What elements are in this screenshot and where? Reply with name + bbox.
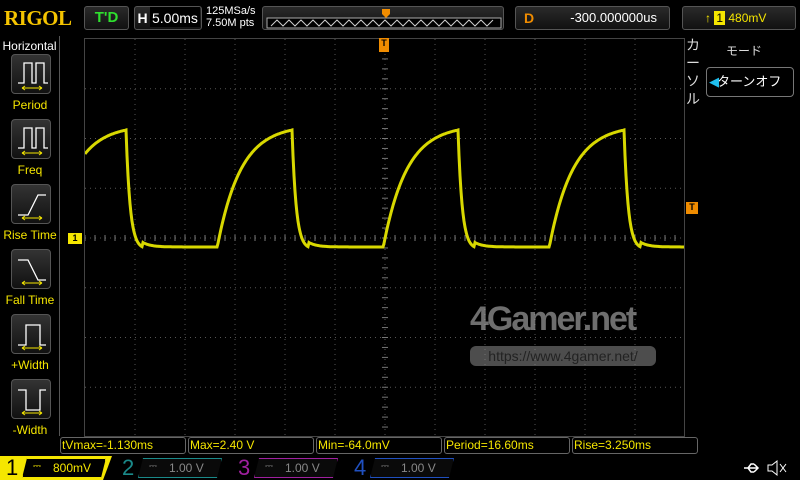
trigger-level-box[interactable]: ↑ 1 480mV: [682, 6, 796, 30]
coupling-dc-icon: ⎓: [149, 461, 157, 472]
measure--width-button[interactable]: [11, 314, 51, 354]
mute-icon: [767, 459, 778, 477]
channel-bar: 1 ⎓ 800mV 2 ⎓ 1.00 V 3 ⎓ 1.00 V 4 ⎓ 1.00 V: [0, 456, 800, 480]
timebase-value: 5.00ms: [150, 7, 200, 27]
channel-number: 4: [354, 455, 367, 480]
sidebar-title: Horizontal: [2, 39, 57, 53]
channel-number: 3: [238, 455, 251, 480]
trigger-edge-icon: ↑: [705, 11, 711, 25]
channel-scale: 800mV: [53, 461, 92, 475]
sidebar-item-label: Fall Time: [5, 293, 55, 307]
rise-time-icon: [18, 194, 46, 221]
freq-icon: [18, 127, 48, 156]
measurement-item[interactable]: Max=2.40 V: [188, 437, 314, 454]
measurement-item[interactable]: tVmax=-1.130ms: [60, 437, 186, 454]
memory-depth: 7.50M pts: [206, 17, 255, 29]
coupling-dc-icon: ⎓: [265, 461, 273, 472]
channel-number: 2: [122, 455, 135, 480]
watermark-logo: 4Gamer.net: [470, 300, 637, 338]
trigger-status[interactable]: T'D: [84, 6, 129, 30]
cursor-menu: カーソル モード ◀ ターンオフ: [686, 36, 800, 156]
measurement-item[interactable]: Min=-64.0mV: [316, 437, 442, 454]
timebase-box[interactable]: H 5.00ms: [134, 6, 202, 30]
rigol-logo: RIGOL: [4, 6, 72, 30]
watermark-url: https://www.4gamer.net/: [470, 346, 656, 366]
channel-1-button[interactable]: 1 ⎓ 800mV: [0, 456, 112, 480]
measurement-item[interactable]: Period=16.60ms: [444, 437, 570, 454]
measurement-bar: tVmax=-1.130ms Max=2.40 V Min=-64.0mV Perio…: [60, 437, 700, 454]
trigger-level-marker[interactable]: T: [686, 202, 698, 214]
channel-scale: 1.00 V: [285, 461, 320, 475]
negative-width-icon: [18, 389, 46, 416]
sidebar-item-label: Rise Time: [3, 228, 57, 242]
delay-box[interactable]: D -300.000000us: [515, 6, 670, 30]
horizontal-label: H: [137, 10, 148, 26]
sidebar-item-label: Period: [12, 98, 48, 112]
coupling-dc-icon: ⎓: [33, 461, 41, 472]
channel-scale: 1.00 V: [169, 461, 204, 475]
navigator-wave: [266, 9, 502, 29]
usb-icon: [744, 459, 787, 477]
measurement-item[interactable]: Rise=3.250ms: [572, 437, 698, 454]
cursor-menu-title: カーソル: [686, 37, 700, 107]
positive-width-icon: [18, 324, 46, 351]
measure-freq-button[interactable]: [11, 119, 51, 159]
waveform-navigator[interactable]: [262, 6, 504, 30]
coupling-dc-icon: ⎓: [381, 461, 389, 472]
measure-period-button[interactable]: [11, 54, 51, 94]
sidebar-item-label: -Width: [12, 423, 48, 437]
waveform-display[interactable]: [84, 38, 685, 437]
trigger-position-label: T: [379, 38, 389, 52]
channel1-trace: [85, 128, 684, 249]
channel-4-button[interactable]: 4 ⎓ 1.00 V: [348, 456, 460, 480]
measure--width-button[interactable]: [11, 379, 51, 419]
horizontal-measure-sidebar: Horizontal Period Freq Rise Time Fall Time +…: [0, 36, 60, 437]
channel1-ground-marker[interactable]: 1: [68, 233, 82, 244]
fall-time-icon: [18, 259, 46, 286]
channel-scale: 1.00 V: [401, 461, 436, 475]
trigger-level: 480mV: [728, 11, 767, 25]
measure-rise-time-button[interactable]: [11, 184, 51, 224]
channel-number: 1: [6, 455, 19, 480]
period-icon: [18, 62, 48, 91]
sidebar-item-label: Freq: [17, 163, 43, 177]
sample-rate: 125MSa/s: [206, 5, 256, 17]
measure-fall-time-button[interactable]: [11, 249, 51, 289]
mode-label: モード: [726, 44, 763, 58]
select-arrow-icon: ◀: [709, 74, 719, 89]
acquisition-info: 125MSa/s 7.50M pts: [206, 5, 256, 29]
delay-label: D: [524, 10, 535, 26]
mode-value: ターンオフ: [717, 74, 782, 89]
sidebar-item-label: +Width: [11, 358, 49, 372]
channel-3-button[interactable]: 3 ⎓ 1.00 V: [232, 456, 344, 480]
mode-select[interactable]: ◀ ターンオフ: [706, 67, 794, 97]
channel-2-button[interactable]: 2 ⎓ 1.00 V: [116, 456, 228, 480]
trigger-source-icon: 1: [714, 11, 726, 25]
delay-value: -300.000000us: [570, 10, 657, 25]
